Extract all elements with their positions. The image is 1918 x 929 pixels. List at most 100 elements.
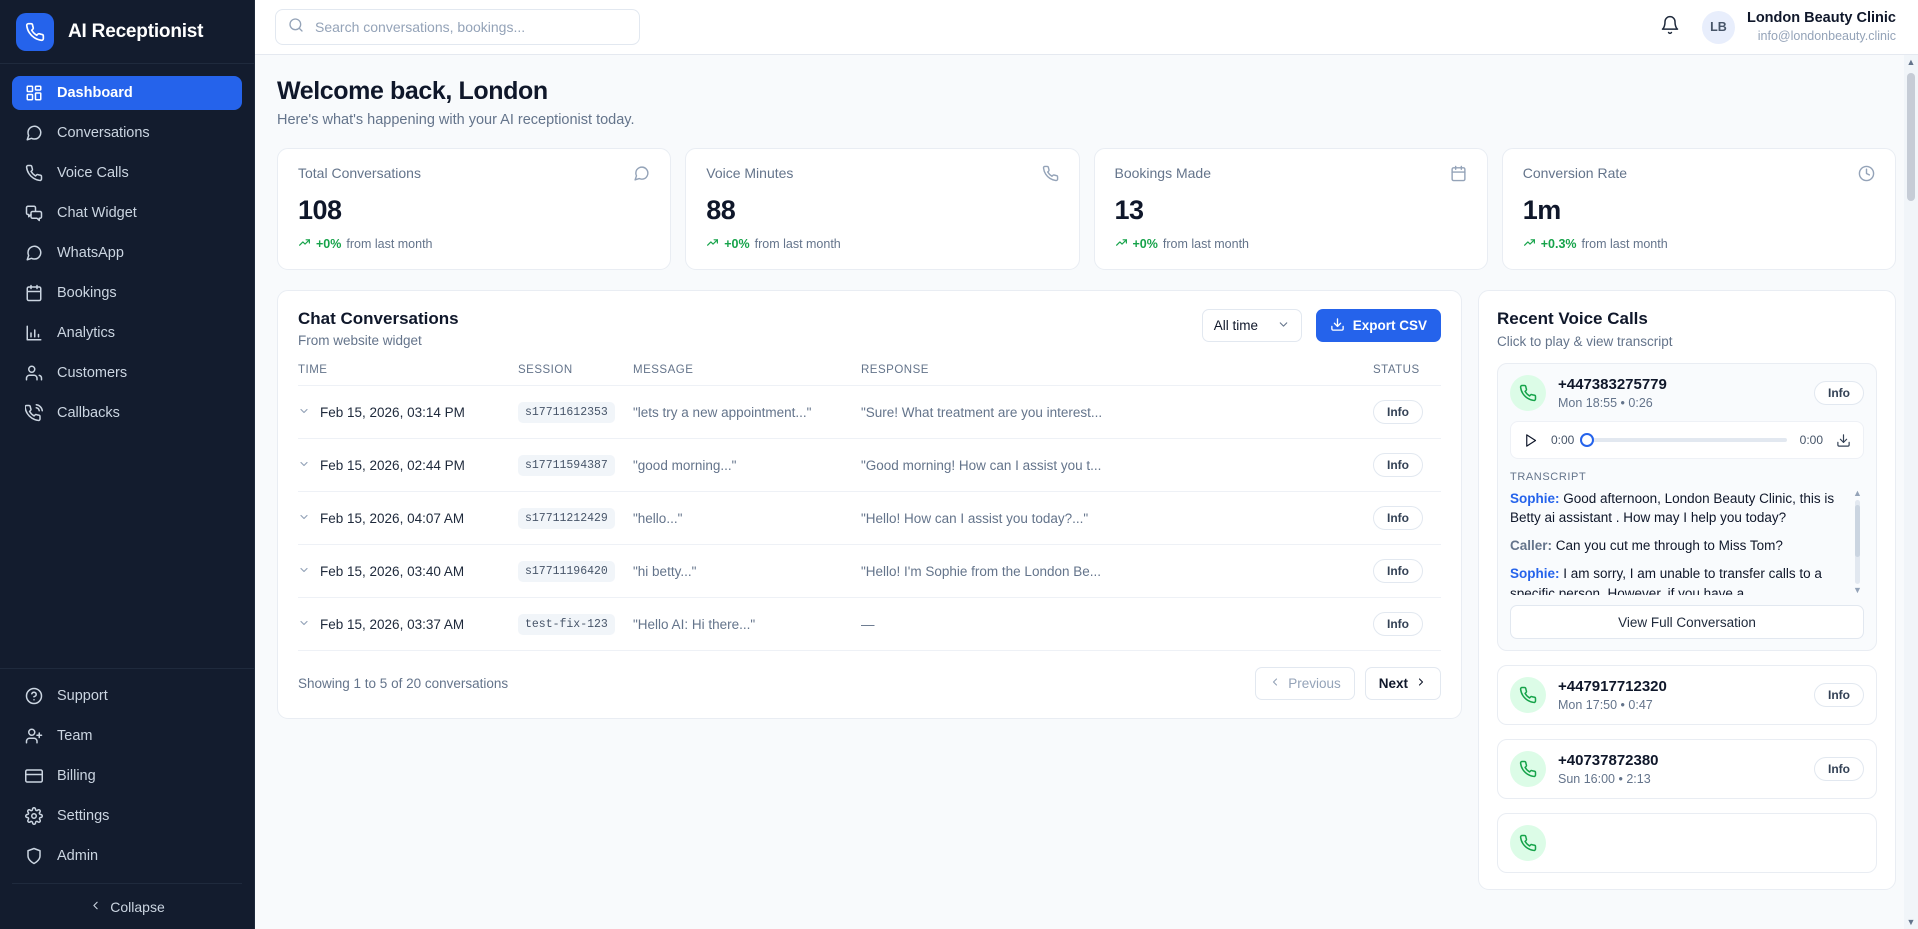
download-icon[interactable] [1836,433,1851,448]
sidebar-item-conversations[interactable]: Conversations [12,116,242,150]
sidebar-nav-main: Dashboard Conversations Voice Calls Chat… [0,64,254,668]
row-time: Feb 15, 2026, 03:40 AM [320,563,465,579]
stat-delta-suffix: from last month [346,237,433,251]
transcript-scrollbar[interactable]: ▲ ▼ [1852,489,1863,595]
sidebar-item-label: Voice Calls [57,165,129,181]
sidebar-item-customers[interactable]: Customers [12,356,242,390]
audio-player[interactable]: 0:00 0:00 [1510,421,1864,459]
status-badge[interactable]: Info [1373,506,1423,530]
voice-call-item[interactable] [1497,813,1877,873]
chevron-up-icon[interactable]: ▲ [1906,57,1916,67]
cell-time: Feb 15, 2026, 03:14 PM [298,385,518,439]
sidebar-item-callbacks[interactable]: Callbacks [12,396,242,430]
chevron-down-icon[interactable] [298,405,310,420]
sidebar-item-chat-widget[interactable]: Chat Widget [12,196,242,230]
transcript-body[interactable]: Sophie: Good afternoon, London Beauty Cl… [1510,489,1864,595]
transcript-line: Sophie: I am sorry, I am unable to trans… [1510,564,1846,595]
table-head: TIME SESSION MESSAGE RESPONSE STATUS [298,364,1441,386]
chat-bubble-icon [633,165,650,187]
slider-knob[interactable] [1580,433,1595,447]
stat-value: 13 [1114,195,1145,225]
sidebar-item-team[interactable]: Team [12,719,242,753]
status-badge[interactable]: Info [1373,453,1423,477]
sidebar-item-billing[interactable]: Billing [12,759,242,793]
page-scrollbar[interactable]: ▲ ▼ [1904,55,1918,929]
chevron-up-icon[interactable]: ▲ [1853,489,1862,498]
chevron-down-icon[interactable]: ▼ [1906,917,1916,927]
topbar: LB London Beauty Clinic info@londonbeaut… [255,0,1918,55]
main-area: LB London Beauty Clinic info@londonbeaut… [255,0,1918,929]
sidebar-item-analytics[interactable]: Analytics [12,316,242,350]
account-menu[interactable]: LB London Beauty Clinic info@londonbeaut… [1701,9,1896,44]
sidebar-item-bookings[interactable]: Bookings [12,276,242,310]
audio-progress-slider[interactable] [1580,433,1787,447]
table-row[interactable]: Feb 15, 2026, 03:14 PM s17711612353 "let… [298,385,1441,439]
search-box[interactable] [275,9,640,45]
sidebar-item-support[interactable]: Support [12,679,242,713]
chevron-down-icon [1277,318,1290,334]
scrollbar-thumb[interactable] [1907,73,1915,201]
time-range-value: All time [1213,318,1258,333]
next-page-button[interactable]: Next [1364,667,1441,700]
session-chip: test-fix-123 [518,613,615,635]
status-badge[interactable]: Info [1373,612,1423,636]
chevron-down-icon[interactable] [298,564,310,579]
table-row[interactable]: Feb 15, 2026, 03:37 AM test-fix-123 "Hel… [298,597,1441,651]
sidebar-collapse-button[interactable]: Collapse [12,883,242,929]
stat-label: Conversion Rate [1522,165,1628,181]
call-info-button[interactable]: Info [1814,683,1864,707]
view-full-conversation-button[interactable]: View Full Conversation [1510,605,1864,639]
search-input[interactable] [315,19,627,35]
table-row[interactable]: Feb 15, 2026, 03:40 AM s17711196420 "hi … [298,544,1441,598]
voice-call-item[interactable]: +40737872380 Sun 16:00 • 2:13 Info [1497,739,1877,799]
stat-delta-suffix: from last month [1581,237,1668,251]
calls-card-title: Recent Voice Calls [1497,309,1648,328]
voice-call-item[interactable]: +447383275779 Mon 18:55 • 0:26 Info 0:00… [1497,363,1877,651]
row-time: Feb 15, 2026, 02:44 PM [320,457,465,473]
chevron-left-icon [1269,676,1281,691]
trend-up-icon [706,236,719,252]
call-info-button[interactable]: Info [1814,381,1864,405]
previous-page-button[interactable]: Previous [1255,667,1355,700]
call-info-button[interactable]: Info [1814,757,1864,781]
call-meta: Mon 17:50 • 0:47 [1558,698,1653,712]
time-range-select[interactable]: All time [1201,309,1302,342]
clock-icon [1858,165,1875,187]
chat-conversations-card: Chat Conversations From website widget A… [277,290,1462,719]
account-email: info@londonbeauty.clinic [1757,29,1896,44]
conversations-table: TIME SESSION MESSAGE RESPONSE STATUS Feb… [298,364,1441,651]
sidebar-item-dashboard[interactable]: Dashboard [12,76,242,110]
chevron-down-icon[interactable]: ▼ [1853,585,1862,595]
bar-chart-icon [24,324,43,343]
stat-delta: +0.3% from last month [1523,236,1875,252]
scrollbar-track[interactable] [1855,500,1860,584]
sidebar-item-whatsapp[interactable]: WhatsApp [12,236,242,270]
stat-delta-value: +0% [724,237,750,251]
session-chip: s17711594387 [518,454,615,476]
table-row[interactable]: Feb 15, 2026, 04:07 AM s17711212429 "hel… [298,491,1441,545]
export-csv-button[interactable]: Export CSV [1315,309,1441,342]
chevron-down-icon[interactable] [298,617,310,632]
table-row[interactable]: Feb 15, 2026, 02:44 PM s17711594387 "goo… [298,438,1441,492]
status-badge[interactable]: Info [1373,559,1423,583]
voice-call-header [1510,825,1864,861]
voice-call-header: +447383275779 Mon 18:55 • 0:26 Info [1510,375,1864,411]
voice-call-item[interactable]: +447917712320 Mon 17:50 • 0:47 Info [1497,665,1877,725]
status-badge[interactable]: Info [1373,400,1423,424]
sidebar-item-voice-calls[interactable]: Voice Calls [12,156,242,190]
stat-delta-value: +0% [1132,237,1158,251]
sidebar-item-label: Conversations [57,125,150,141]
play-icon[interactable] [1523,433,1538,448]
stat-delta-suffix: from last month [754,237,841,251]
sidebar-item-admin[interactable]: Admin [12,839,242,873]
bell-icon[interactable] [1660,15,1680,40]
cell-response: "Hello! How can I assist you today?..." [861,491,1373,545]
cell-session: test-fix-123 [518,597,633,651]
chat-card-subtitle: From website widget [298,333,422,348]
total-time: 0:00 [1799,433,1823,447]
sidebar-item-settings[interactable]: Settings [12,799,242,833]
sidebar-item-label: Admin [57,848,99,864]
chevron-down-icon[interactable] [298,458,310,473]
cell-session: s17711212429 [518,491,633,545]
chevron-down-icon[interactable] [298,511,310,526]
